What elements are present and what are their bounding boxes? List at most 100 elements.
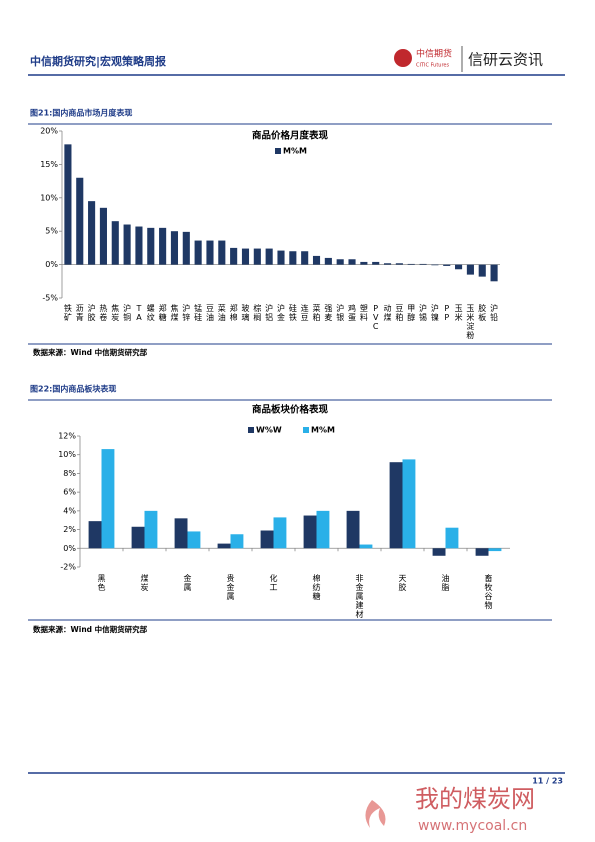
bar bbox=[265, 248, 273, 265]
legend-swatch bbox=[303, 427, 309, 433]
x-tick-label: 煤炭 bbox=[141, 573, 149, 592]
x-tick-label: 沪银 bbox=[336, 303, 344, 322]
bar bbox=[455, 264, 463, 270]
bar bbox=[241, 248, 250, 265]
x-tick-label: 沪镍 bbox=[431, 303, 439, 322]
x-tick-label: 贵金属 bbox=[227, 573, 235, 601]
bar bbox=[466, 264, 474, 275]
y-tick-label: 4% bbox=[63, 506, 76, 515]
x-tick-label: 沪锌 bbox=[182, 303, 190, 322]
x-tick-label: 玉米淀粉 bbox=[466, 304, 474, 340]
x-tick-label: 连豆 bbox=[301, 303, 309, 322]
figure-caption: 图22:国内商品板块表现 bbox=[30, 384, 116, 394]
x-tick-label: 非金属建材 bbox=[356, 573, 364, 619]
bar bbox=[324, 257, 332, 265]
figure-source: 数据来源：Wind 中信期货研究部 bbox=[33, 347, 148, 357]
watermark-name: 我的煤炭网 bbox=[415, 785, 535, 813]
y-tick-label: 5% bbox=[45, 227, 58, 236]
x-tick-label: 沪锡 bbox=[419, 303, 427, 322]
x-tick-label: 沪铅 bbox=[490, 303, 498, 322]
x-tick-label: 塑料 bbox=[360, 304, 368, 322]
x-tick-label: 甲醇 bbox=[407, 304, 415, 322]
bar bbox=[445, 527, 459, 549]
y-tick-label: 0% bbox=[45, 260, 58, 269]
logo-en: CITIC Futures bbox=[416, 63, 449, 69]
y-tick-label: 6% bbox=[63, 488, 76, 497]
bar bbox=[260, 530, 274, 549]
page-number: 11 / 23 bbox=[532, 777, 563, 786]
bar bbox=[402, 459, 416, 549]
x-tick-label: 黑色 bbox=[98, 574, 106, 592]
bar bbox=[99, 207, 107, 265]
bar bbox=[316, 510, 330, 549]
x-tick-label: 郑糖 bbox=[159, 303, 167, 322]
bar bbox=[443, 264, 451, 266]
bar bbox=[419, 263, 427, 265]
x-tick-label: 豆粕 bbox=[395, 304, 403, 322]
bar bbox=[346, 510, 360, 549]
bar bbox=[123, 224, 131, 265]
legend-label: M%M bbox=[283, 147, 307, 156]
bar bbox=[174, 518, 188, 549]
bar bbox=[359, 544, 373, 549]
y-tick-label: 15% bbox=[40, 160, 58, 169]
bar bbox=[488, 548, 502, 552]
bar bbox=[147, 227, 155, 265]
y-tick-label: 10% bbox=[40, 193, 58, 202]
x-tick-label: 沥青 bbox=[76, 304, 84, 322]
y-tick-label: 0% bbox=[63, 544, 76, 553]
bar bbox=[76, 177, 84, 265]
x-tick-label: 玻璃 bbox=[241, 303, 249, 322]
chart-title: 商品价格月度表现 bbox=[252, 130, 329, 142]
y-tick-label: 2% bbox=[63, 525, 76, 534]
header-title: 中信期货研究|宏观策略周报 bbox=[30, 54, 167, 68]
bar bbox=[64, 144, 72, 265]
bar bbox=[159, 227, 167, 265]
x-tick-label: 铁矿 bbox=[64, 303, 72, 322]
bar bbox=[383, 263, 392, 265]
y-tick-label: 12% bbox=[58, 432, 76, 441]
bar bbox=[289, 251, 297, 265]
bar bbox=[432, 548, 446, 556]
x-tick-label: 沪胶 bbox=[88, 303, 96, 322]
chart-title: 商品板块价格表现 bbox=[252, 404, 329, 416]
bar bbox=[490, 264, 498, 282]
x-tick-label: 郑棉 bbox=[230, 303, 238, 322]
x-tick-label: 金属 bbox=[184, 573, 192, 592]
y-tick-label: 20% bbox=[40, 127, 58, 136]
bar bbox=[111, 221, 119, 265]
bar bbox=[277, 250, 285, 265]
x-tick-label: 豆油 bbox=[206, 304, 214, 322]
bar bbox=[348, 259, 356, 265]
x-tick-label: 油脂 bbox=[442, 573, 450, 592]
bar bbox=[475, 548, 489, 556]
watermark-icon bbox=[365, 800, 386, 828]
x-tick-label: 沪金 bbox=[277, 303, 285, 322]
bar bbox=[135, 226, 143, 265]
bar bbox=[395, 263, 403, 265]
bar bbox=[360, 261, 368, 265]
bar bbox=[389, 462, 403, 549]
legend-label: M%M bbox=[311, 426, 335, 435]
watermark-url: www.mycoal.cn bbox=[418, 818, 527, 834]
bar bbox=[230, 247, 238, 265]
bar bbox=[88, 201, 96, 265]
x-tick-label: 沪铝 bbox=[265, 303, 273, 322]
x-tick-label: 菜粕 bbox=[313, 303, 321, 322]
bar bbox=[194, 240, 202, 265]
bar bbox=[303, 515, 317, 549]
legend-label: W%W bbox=[256, 426, 282, 435]
bar bbox=[230, 534, 244, 549]
bar bbox=[88, 521, 102, 549]
bar bbox=[253, 248, 261, 265]
y-tick-label: -2% bbox=[60, 563, 76, 572]
bar bbox=[182, 231, 190, 265]
x-tick-label: 鸡蛋 bbox=[348, 303, 356, 322]
x-tick-label: 强麦 bbox=[324, 304, 332, 322]
x-tick-label: 胶板 bbox=[478, 303, 486, 322]
bar bbox=[101, 449, 115, 549]
logo-icon bbox=[394, 49, 412, 67]
